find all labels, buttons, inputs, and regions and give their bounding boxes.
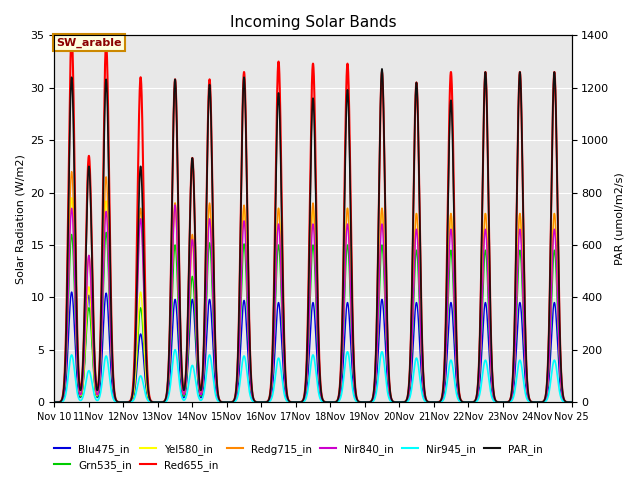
Title: Incoming Solar Bands: Incoming Solar Bands [230, 15, 396, 30]
Y-axis label: PAR (umol/m2/s): PAR (umol/m2/s) [615, 172, 625, 265]
Legend: Blu475_in, Grn535_in, Yel580_in, Red655_in, Redg715_in, Nir840_in, Nir945_in, PA: Blu475_in, Grn535_in, Yel580_in, Red655_… [50, 439, 547, 475]
Y-axis label: Solar Radiation (W/m2): Solar Radiation (W/m2) [15, 154, 25, 284]
Text: SW_arable: SW_arable [56, 38, 122, 48]
